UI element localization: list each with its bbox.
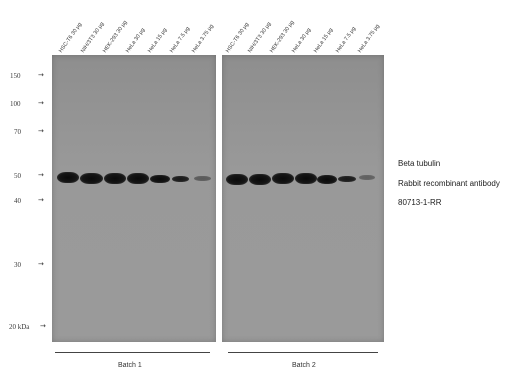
protein-band xyxy=(226,174,248,185)
mw-arrow-icon: → xyxy=(38,99,44,107)
batch1-label: Batch 1 xyxy=(118,362,142,369)
lane-label: HeLa 30 µg xyxy=(291,27,313,54)
protein-band xyxy=(150,175,170,183)
mw-arrow-icon: → xyxy=(38,196,44,204)
protein-band xyxy=(338,176,356,182)
protein-band xyxy=(172,176,189,182)
protein-band xyxy=(194,176,211,181)
protein-band xyxy=(295,173,317,184)
mw-arrow-icon: → xyxy=(40,322,46,330)
mw-arrow-icon: → xyxy=(38,260,44,268)
mw-arrow-icon: → xyxy=(38,171,44,179)
mw-label-40: 40 xyxy=(14,197,21,205)
antibody-target: Beta tubulin xyxy=(398,159,441,168)
antibody-type: Rabbit recombinant antibody xyxy=(398,179,500,188)
lane-label: HeLa 15 µg xyxy=(313,27,335,54)
lane-label: HeLa 30 µg xyxy=(125,27,147,54)
lane-label: HeLa 15 µg xyxy=(147,27,169,54)
blot-panel-batch2 xyxy=(222,55,384,342)
mw-label-100: 100 xyxy=(10,100,21,108)
mw-label-30: 30 xyxy=(14,261,21,269)
mw-arrow-icon: → xyxy=(38,127,44,135)
protein-band xyxy=(272,173,294,184)
antibody-catalog: 80713-1-RR xyxy=(398,198,442,207)
batch1-divider xyxy=(55,352,210,353)
protein-band xyxy=(104,173,126,184)
mw-label-70: 70 xyxy=(14,128,21,136)
protein-band xyxy=(359,175,375,180)
protein-band xyxy=(127,173,149,184)
batch2-divider xyxy=(228,352,378,353)
protein-band xyxy=(80,173,103,184)
protein-band xyxy=(57,172,79,183)
mw-label-20-kda: 20 kDa xyxy=(9,323,30,331)
lane-label: HeLa 7.5 µg xyxy=(169,25,192,54)
batch2-label: Batch 2 xyxy=(292,362,316,369)
protein-band xyxy=(249,174,271,185)
mw-label-50: 50 xyxy=(14,172,21,180)
lane-label: HeLa 3.75 µg xyxy=(357,23,382,54)
lane-label: HeLa 7.5 µg xyxy=(335,25,358,54)
mw-label-150: 150 xyxy=(10,72,21,80)
lane-label: HeLa 3.75 µg xyxy=(191,23,216,54)
protein-band xyxy=(317,175,337,184)
mw-arrow-icon: → xyxy=(38,71,44,79)
blot-panel-batch1 xyxy=(52,55,216,342)
